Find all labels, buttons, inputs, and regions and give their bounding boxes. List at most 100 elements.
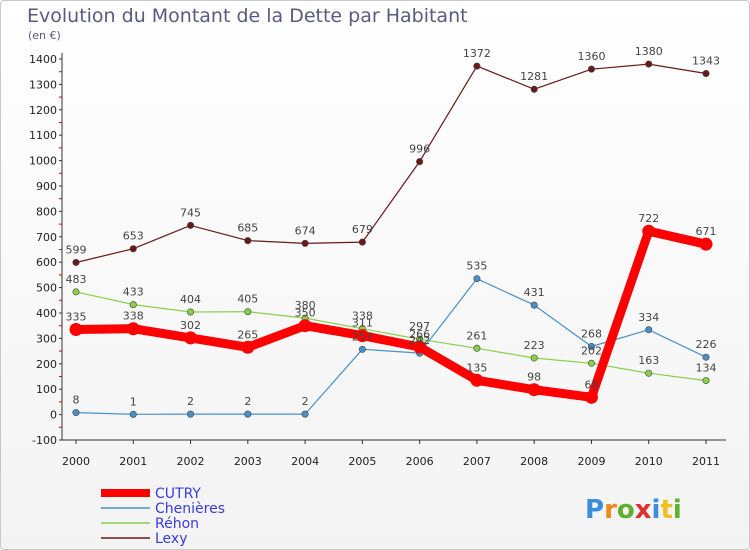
data-point bbox=[244, 237, 252, 245]
data-point bbox=[527, 383, 541, 397]
data-point bbox=[702, 69, 710, 77]
data-point bbox=[587, 343, 595, 351]
x-tick-label: 2007 bbox=[463, 455, 491, 468]
data-point bbox=[301, 239, 309, 247]
y-tick-label: 1000 bbox=[29, 155, 57, 168]
series-lines bbox=[71, 63, 711, 415]
data-point bbox=[645, 369, 653, 377]
data-point bbox=[702, 377, 710, 385]
data-label: 1372 bbox=[463, 47, 491, 60]
data-point bbox=[129, 410, 137, 418]
y-tick-label: 400 bbox=[36, 307, 57, 320]
data-label: 257 bbox=[352, 330, 373, 343]
data-label: 679 bbox=[352, 223, 373, 236]
data-label: 163 bbox=[638, 354, 659, 367]
data-point bbox=[642, 224, 656, 238]
data-point bbox=[129, 245, 137, 253]
x-tick-label: 2011 bbox=[692, 455, 720, 468]
x-tick-label: 2005 bbox=[348, 455, 376, 468]
legend-label-cutry: CUTRY bbox=[155, 486, 201, 502]
x-tick-label: 2004 bbox=[291, 455, 319, 468]
data-label: 297 bbox=[409, 320, 430, 333]
x-tick-label: 2001 bbox=[119, 455, 147, 468]
data-label: 1281 bbox=[520, 70, 548, 83]
data-point bbox=[129, 301, 137, 309]
data-label: 334 bbox=[638, 311, 659, 324]
data-point bbox=[645, 60, 653, 68]
data-point bbox=[184, 331, 198, 345]
y-tick-label: -100 bbox=[32, 434, 57, 447]
series-line-cutry bbox=[71, 226, 711, 402]
data-label: 2 bbox=[244, 395, 251, 408]
data-label: 68 bbox=[584, 378, 598, 391]
x-tick-label: 2008 bbox=[520, 455, 548, 468]
y-tick-label: 1200 bbox=[29, 104, 57, 117]
x-tick-label: 2000 bbox=[62, 455, 90, 468]
data-point bbox=[587, 65, 595, 73]
y-tick-label: 0 bbox=[50, 409, 57, 422]
series-points bbox=[69, 60, 713, 418]
data-point bbox=[301, 410, 309, 418]
legend-label-lexy: Lexy bbox=[155, 531, 188, 547]
data-point bbox=[69, 323, 83, 337]
data-label: 1343 bbox=[692, 54, 720, 67]
data-label: 380 bbox=[295, 299, 316, 312]
data-point bbox=[72, 258, 80, 266]
data-label: 535 bbox=[466, 260, 487, 273]
series-line-chenières bbox=[75, 278, 707, 415]
data-label: 1 bbox=[130, 395, 137, 408]
y-tick-label: 100 bbox=[36, 383, 57, 396]
data-point bbox=[530, 301, 538, 309]
data-label: 265 bbox=[237, 328, 258, 341]
data-label: 433 bbox=[123, 286, 144, 299]
data-label: 223 bbox=[524, 339, 545, 352]
data-label: 8 bbox=[73, 394, 80, 407]
data-point bbox=[187, 410, 195, 418]
logo-letter: o bbox=[617, 495, 635, 525]
data-point bbox=[587, 359, 595, 367]
data-point bbox=[413, 340, 427, 354]
data-point bbox=[244, 308, 252, 316]
data-label: 671 bbox=[696, 225, 717, 238]
data-label: 226 bbox=[696, 338, 717, 351]
data-label: 242 bbox=[409, 334, 430, 347]
data-label: 202 bbox=[581, 344, 602, 357]
y-tick-label: 700 bbox=[36, 231, 57, 244]
data-point bbox=[358, 345, 366, 353]
series-line-lexy bbox=[75, 63, 707, 264]
y-tick-label: 300 bbox=[36, 332, 57, 345]
x-tick-label: 2002 bbox=[177, 455, 205, 468]
data-point bbox=[355, 329, 369, 343]
data-point bbox=[530, 85, 538, 93]
x-tick-label: 2006 bbox=[406, 455, 434, 468]
logo-text: Proxiti bbox=[585, 495, 682, 525]
data-point bbox=[72, 409, 80, 417]
y-tick-label: 500 bbox=[36, 282, 57, 295]
y-tick-label: 600 bbox=[36, 256, 57, 269]
data-label: 483 bbox=[66, 273, 87, 286]
data-label: 134 bbox=[696, 362, 717, 375]
logo-letter: P bbox=[585, 495, 604, 525]
data-label: 1380 bbox=[635, 45, 663, 58]
data-label: 996 bbox=[409, 143, 430, 156]
data-label: 268 bbox=[581, 328, 602, 341]
data-label: 404 bbox=[180, 293, 201, 306]
logo-letter: i bbox=[673, 495, 682, 525]
data-point bbox=[699, 237, 713, 251]
data-point bbox=[470, 373, 484, 387]
data-label: 431 bbox=[524, 286, 545, 299]
data-label: 674 bbox=[295, 224, 316, 237]
data-label: 685 bbox=[237, 222, 258, 235]
data-point bbox=[473, 62, 481, 70]
data-point bbox=[530, 354, 538, 362]
data-point bbox=[244, 410, 252, 418]
data-point bbox=[241, 340, 255, 354]
data-point bbox=[358, 238, 366, 246]
data-label: 722 bbox=[638, 212, 659, 225]
data-label: 599 bbox=[66, 243, 87, 256]
axes: -100 0 100 200 300 400 500 600 700 800 900 1000 1100… bbox=[29, 53, 726, 468]
logo-letter: r bbox=[604, 495, 617, 525]
data-point bbox=[72, 288, 80, 296]
